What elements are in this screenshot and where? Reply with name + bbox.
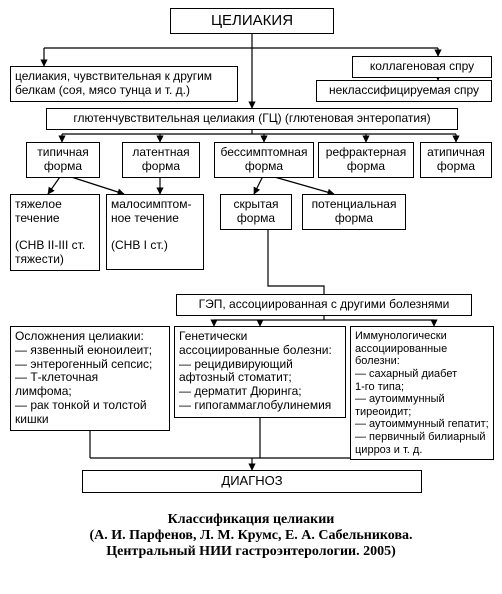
node-severe: тяжелоетечение(СНВ II-III ст.тяжести): [10, 194, 100, 271]
node-mild: малосимптом-ное течение(СНВ I ст.): [106, 194, 204, 270]
caption-line2: (А. И. Парфенов, Л. М. Крумс, Е. А. Сабе…: [89, 528, 412, 543]
caption: Классификация целиакии(А. И. Парфенов, Л…: [4, 512, 498, 560]
node-atypical: атипичнаяформа: [420, 142, 492, 178]
node-gluten: глютенчувствительная целиакия (ГЦ) (глют…: [46, 108, 458, 130]
node-unclass: неклассифицируемая спру: [316, 80, 492, 102]
node-root: ЦЕЛИАКИЯ: [170, 8, 334, 34]
node-typical: типичнаяформа: [26, 142, 100, 178]
node-immuno: Иммунологическиассоциированные болезни:—…: [350, 326, 494, 460]
diagram-canvas: ЦЕЛИАКИЯ целиакия, чувствительная к други…: [4, 4, 498, 590]
node-potential: потенциальнаяформа: [302, 194, 406, 230]
node-genetic: Генетическиассоциированные болезни:— рец…: [174, 326, 346, 418]
node-sens: целиакия, чувствительная к другимбелкам …: [10, 66, 238, 102]
caption-line1: Классификация целиакии: [168, 512, 335, 527]
node-diagnosis: ДИАГНОЗ: [82, 470, 422, 493]
node-asympt: бессимптомнаяформа: [214, 142, 314, 178]
node-compl: Осложнения целиакии:— язвенный еюноилеит…: [10, 326, 170, 431]
caption-line3: Центральный НИИ гастроэнтерологии. 2005): [106, 544, 396, 559]
node-gep: ГЭП, ассоциированная с другими болезнями: [176, 294, 472, 316]
node-latent: латентнаяформа: [122, 142, 200, 178]
node-refract: рефрактернаяформа: [318, 142, 414, 178]
node-collagen: коллагеновая спру: [352, 56, 492, 78]
node-hidden: скрытаяформа: [220, 194, 292, 230]
